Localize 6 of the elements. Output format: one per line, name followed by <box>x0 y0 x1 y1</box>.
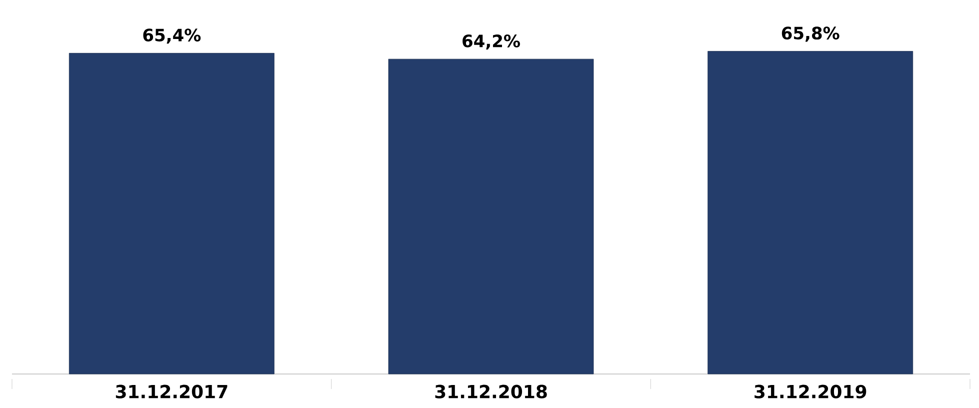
data-label: 65,4% <box>143 28 201 44</box>
data-label: 65,8% <box>782 26 840 42</box>
x-tick-label: 31.12.2018 <box>435 384 547 398</box>
x-tick-label: 31.12.2019 <box>754 384 866 398</box>
x-tick-label: 31.12.2017 <box>116 384 228 398</box>
data-label: 64,2% <box>462 34 520 50</box>
